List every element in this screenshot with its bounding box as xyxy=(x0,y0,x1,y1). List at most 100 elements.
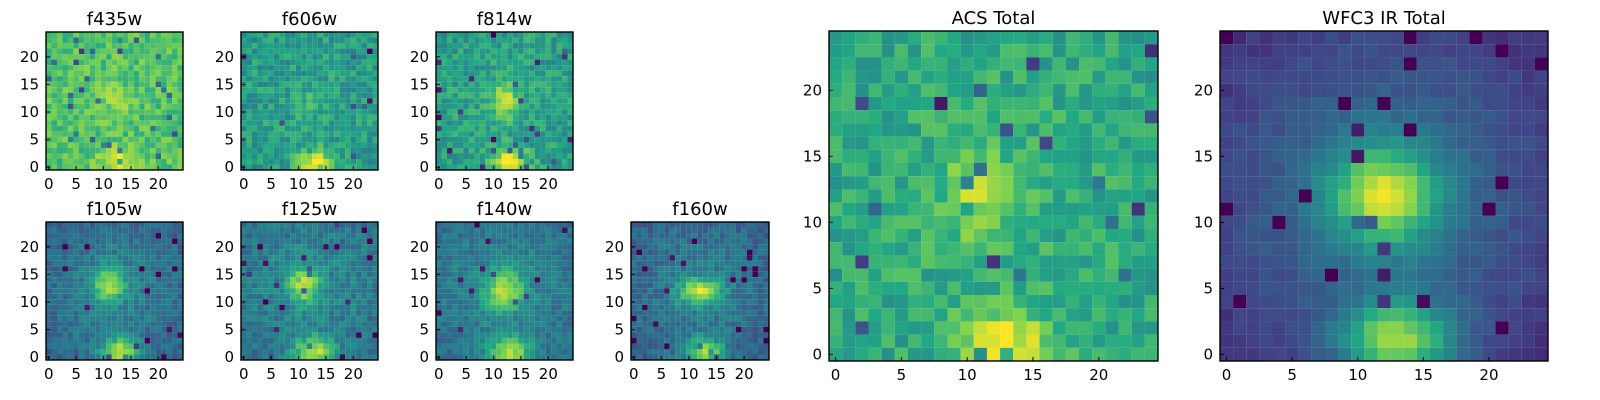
f814w-pixel xyxy=(490,32,497,38)
acs_total-pixel xyxy=(842,97,856,111)
f160w-pixel xyxy=(664,260,670,267)
f160w-pixel xyxy=(724,266,731,272)
f125w-pixel xyxy=(367,249,373,256)
f814w-pixel xyxy=(501,87,508,93)
f140w-pixel xyxy=(529,326,535,333)
f160w-pixel xyxy=(697,277,703,283)
f105w-pixel xyxy=(95,304,101,311)
f606w-pixel xyxy=(268,81,274,88)
f125w-pixel xyxy=(328,244,335,250)
f814w-pixel xyxy=(512,98,519,104)
f125w-pixel xyxy=(323,348,329,355)
f105w-pixel xyxy=(117,304,123,311)
f606w-pixel xyxy=(284,81,291,88)
f606w-pixel xyxy=(262,43,269,49)
f105w-pixel xyxy=(133,244,140,250)
f160w-title: f160w xyxy=(672,199,727,220)
f125w-pixel xyxy=(334,310,340,316)
f140w-pixel xyxy=(479,315,486,322)
f435w-pixel xyxy=(78,164,85,171)
f105w-pixel xyxy=(117,255,123,261)
f606w-pixel xyxy=(350,65,357,71)
f125w-pixel xyxy=(268,288,274,294)
f606w-pixel xyxy=(273,164,280,171)
f125w-pixel xyxy=(323,288,329,294)
f105w-pixel xyxy=(73,277,79,283)
f105w-pixel xyxy=(89,288,96,294)
f160w-pixel xyxy=(763,315,770,322)
f435w-pixel xyxy=(166,65,173,71)
acs_total-pixel xyxy=(829,31,843,45)
f606w-pixel xyxy=(328,65,335,71)
f814w-pixel xyxy=(490,103,497,110)
f814w-xtick-label: 10 xyxy=(484,175,503,193)
f140w-pixel xyxy=(436,337,442,344)
f105w-pixel xyxy=(73,332,79,338)
f160w-pixel xyxy=(746,233,753,239)
f814w-pixel xyxy=(441,103,447,110)
f606w-pixel xyxy=(284,131,291,137)
f140w-pixel xyxy=(474,354,480,361)
acs_total-pixel xyxy=(1039,202,1053,216)
f435w-pixel xyxy=(62,48,68,55)
f105w-pixel xyxy=(78,337,85,344)
f105w-pixel xyxy=(122,293,129,300)
f606w-pixel xyxy=(279,65,285,71)
acs_total-pixel xyxy=(1026,176,1040,190)
f125w-pixel xyxy=(361,343,368,349)
f606w-pixel xyxy=(301,59,307,66)
f160w-pixel xyxy=(702,299,709,305)
f140w-pixel xyxy=(436,233,442,239)
f435w-pixel xyxy=(144,43,151,49)
f435w-pixel xyxy=(73,158,79,165)
f160w-pixel xyxy=(680,348,687,355)
f140w-pixel xyxy=(556,315,563,322)
f125w-pixel xyxy=(312,315,318,322)
f140w-pixel xyxy=(446,244,453,250)
f160w-pixel xyxy=(675,315,681,322)
f125w-pixel xyxy=(334,244,340,250)
acs_total-pixel xyxy=(842,215,856,230)
f814w-pixel xyxy=(540,37,546,44)
f160w-pixel xyxy=(658,348,665,355)
f606w-pixel xyxy=(284,37,291,44)
f140w-pixel xyxy=(507,315,513,322)
f125w-pixel xyxy=(301,238,307,245)
f160w-pixel xyxy=(730,244,736,250)
f105w-pixel xyxy=(100,266,107,272)
f160w-pixel xyxy=(763,321,770,327)
f814w-pixel xyxy=(452,164,458,171)
f140w-pixel xyxy=(479,343,486,349)
acs_total-pixel xyxy=(1026,242,1040,256)
f125w-pixel xyxy=(273,332,280,338)
f160w-pixel xyxy=(691,332,698,338)
f140w-pixel xyxy=(496,244,502,250)
f105w-pixel xyxy=(62,249,68,256)
acs_total-pixel xyxy=(1065,215,1080,230)
f606w-pixel xyxy=(361,131,368,137)
f125w-pixel xyxy=(334,271,340,278)
f606w-pixel xyxy=(301,81,307,88)
f435w-pixel xyxy=(144,70,151,77)
f140w-pixel xyxy=(529,343,535,349)
f105w-pixel xyxy=(144,271,151,278)
f435w-xtick-label: 15 xyxy=(121,175,140,193)
f606w-pixel xyxy=(367,98,373,104)
f125w-pixel xyxy=(279,326,285,333)
f125w-pixel xyxy=(323,222,329,228)
f435w-pixel xyxy=(161,136,167,143)
f435w-pixel xyxy=(139,147,145,154)
f140w-pixel xyxy=(463,299,469,305)
f125w-pixel xyxy=(312,233,318,239)
f606w-pixel xyxy=(257,70,263,77)
f125w-pixel xyxy=(279,321,285,327)
f105w-pixel xyxy=(95,348,101,355)
f814w-pixel xyxy=(485,136,491,143)
f105w-ytick-label: 0 xyxy=(29,348,39,366)
f160w-ytick-label: 15 xyxy=(605,265,624,283)
f160w-pixel xyxy=(757,343,764,349)
acs_total-pixel xyxy=(1052,97,1066,111)
f160w-pixel xyxy=(675,244,681,250)
f435w-pixel xyxy=(128,114,134,121)
f140w-pixel xyxy=(556,288,563,294)
